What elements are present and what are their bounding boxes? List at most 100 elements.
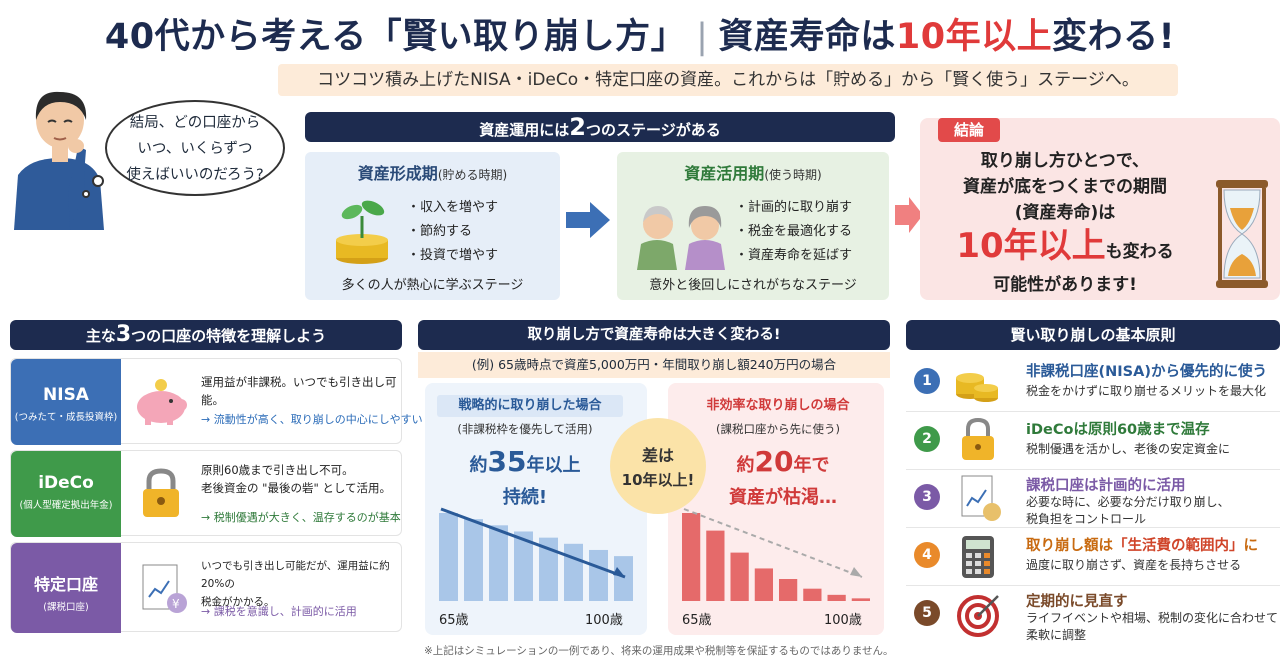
simulation-example: (例) 65歳時点で資産5,000万円・年間取り崩し額240万円の場合 <box>418 352 890 378</box>
strategic-sub: (非課税枠を優先して活用) <box>457 422 593 436</box>
accounts-header-pre: 主な <box>85 327 116 345</box>
account-label: NISA (つみたて・成長投資枠) <box>11 359 121 445</box>
principle-title-pre: 取り崩し額は <box>1026 538 1113 554</box>
senior-couple-illustration <box>637 206 725 270</box>
account-name: 特定口座 <box>33 575 98 594</box>
account-sub: (課税口座) <box>43 602 89 613</box>
principle-item: 4 取り崩し額は「生活費の範囲内」に 過度に取り崩さず、資産を長持ちさせる <box>906 530 1280 586</box>
principle-item: 3 課税口座は計画的に活用 必要な時に、必要な分だけ取り崩し、 税負担をコントロ… <box>906 472 1280 528</box>
inefficient-big-num: 20 <box>754 445 794 478</box>
utilization-footer: 意外と後回しにされがちなステージ <box>649 278 857 293</box>
trend-arrow-head <box>613 567 625 577</box>
list-item: 資産寿命を延ばす <box>735 244 852 268</box>
hourglass-icon <box>1216 180 1268 288</box>
strategic-big-pre: 約 <box>469 455 488 476</box>
chart-bar <box>539 537 558 601</box>
formation-title-sub: (貯める時期) <box>437 168 508 182</box>
principle-title: iDeCoは原則60歳まで温存 <box>1026 422 1210 438</box>
chart-bar <box>682 513 701 601</box>
account-link: → 課税を意識し、計画的に活用 <box>201 605 357 618</box>
principle-desc: 税制優遇を活かし、老後の安定資金に <box>1026 442 1231 456</box>
stages-header-num: 2 <box>569 113 586 141</box>
simulation-header: 取り崩し方で資産寿命は大きく変わる! <box>418 320 890 350</box>
account-desc: 運用益が非課税。いつでも引き出し可能。 <box>201 375 397 407</box>
chart-bar <box>730 552 749 601</box>
account-desc: いつでも引き出し可能だが、運用益に約20%の 税金がかかる。 <box>201 560 390 608</box>
x-axis-end: 100歳 <box>585 613 623 628</box>
subtitle-banner: コツコツ積み上げたNISA・iDeCo・特定口座の資産。これからは「貯める」から… <box>278 64 1178 96</box>
accounts-header: 主な3つの口座の特徴を理解しよう <box>10 320 402 350</box>
formation-footer: 多くの人が熱心に学ぶステージ <box>341 278 524 293</box>
principle-title: 非課税口座(NISA)から優先的に使う <box>1026 364 1267 380</box>
principle-number: 4 <box>914 542 940 568</box>
x-axis-end: 100歳 <box>824 613 862 628</box>
strategic-panel: 戦略的に取り崩した場合 (非課税枠を優先して活用) 約35年以上 持続! 65歳… <box>425 383 647 635</box>
tax-document-icon <box>961 475 1001 521</box>
inefficient-big-post: 年で <box>793 455 830 476</box>
list-item: 計画的に取り崩す <box>735 196 852 220</box>
chart-bar <box>439 513 458 601</box>
formation-stage-card: 資産形成期(貯める時期) 収入を増やす 節約する 投資で増やす 多くの人が熱心に… <box>305 152 560 300</box>
principle-title: 定期的に見直す <box>1026 594 1128 610</box>
principle-number: 5 <box>914 600 940 626</box>
utilization-title-sub: (使う時期) <box>764 168 822 182</box>
utilization-stage-card: 資産活用期(使う時期) 計画的に取り崩す 税金を最適化する 資産寿命を延ばす 意… <box>617 152 889 300</box>
chart-bar <box>827 594 846 601</box>
trend-arrow-head <box>850 567 862 577</box>
account-card-ideco: iDeCo (個人型確定拠出年金) 原則60歳まで引き出し不可。 老後資金の "… <box>10 450 402 537</box>
list-item: 投資で増やす <box>407 244 498 268</box>
inefficient-big-pre: 約 <box>736 455 755 476</box>
account-link: → 税制優遇が大きく、温存するのが基本 <box>201 511 401 524</box>
list-item: 節約する <box>407 220 498 244</box>
list-item: 税金を最適化する <box>735 220 852 244</box>
principles-header: 賢い取り崩しの基本原則 <box>906 320 1280 350</box>
chart-bar <box>614 556 633 601</box>
accounts-header-num: 3 <box>115 322 132 347</box>
principle-desc: 税金をかけずに取り崩せるメリットを最大化 <box>1026 384 1267 398</box>
difference-line2: 10年以上! <box>621 471 695 489</box>
formation-title: 資産形成期(貯める時期) <box>305 160 560 184</box>
stages-header-pre: 資産運用には <box>479 121 570 139</box>
chart-bar <box>464 519 483 601</box>
principle-desc: 過度に取り崩さず、資産を長持ちさせる <box>1026 558 1242 572</box>
account-name: iDeCo <box>38 473 94 493</box>
utilization-title: 資産活用期(使う時期) <box>617 160 889 184</box>
account-sub: (個人型確定拠出年金) <box>19 500 113 511</box>
sprout-coins-icon <box>336 200 388 264</box>
chart-bar <box>589 549 608 601</box>
chart-bar <box>564 543 583 601</box>
inefficient-line2: 資産が枯渇… <box>729 487 837 508</box>
page-title: 40代から考える「賢い取り崩し方」 | 資産寿命は10年以上変わる! <box>0 8 1280 59</box>
thought-bubble: 結局、どの口座から いつ、いくらずつ 使えばいいのだろう? <box>105 100 285 196</box>
title-separator: | <box>696 17 709 57</box>
formation-list: 収入を増やす 節約する 投資で増やす <box>407 196 498 268</box>
conclusion-big-row: 10年以上も変わる <box>920 226 1210 272</box>
bubble-dot <box>92 175 104 187</box>
inefficient-chart <box>682 508 870 601</box>
trend-arrow-line <box>440 507 626 579</box>
strategic-big-num: 35 <box>487 445 527 478</box>
trend-arrow-line <box>683 508 863 578</box>
chart-bar <box>754 568 773 601</box>
strategic-big: 約35年以上 <box>425 445 625 478</box>
account-card-nisa: NISA (つみたて・成長投資枠) 運用益が非課税。いつでも引き出し可能。 → … <box>10 358 423 445</box>
chart-bar <box>706 530 725 601</box>
account-label: 特定口座 (課税口座) <box>11 543 121 633</box>
strategic-big-post: 年以上 <box>526 455 581 476</box>
svg-text:¥: ¥ <box>172 597 180 611</box>
thinking-man-illustration <box>14 91 104 230</box>
account-link: → 流動性が高く、取り崩しの中心にしやすい <box>201 413 423 426</box>
conclusion-text: 取り崩し方ひとつで、 資産が底をつくまでの期間 (資産寿命)は 10年以上も変わ… <box>920 148 1210 298</box>
conclusion-line1: 取り崩し方ひとつで、 <box>980 151 1150 171</box>
principle-title-highlight: 「生活費の範囲内」 <box>1113 538 1244 554</box>
principle-item: 2 iDeCoは原則60歳まで温存 税制優遇を活かし、老後の安定資金に <box>906 414 1280 470</box>
principle-desc: 必要な時に、必要な分だけ取り崩し、 税負担をコントロール <box>1026 495 1230 526</box>
strategic-chart <box>439 507 633 601</box>
conclusion-after-big: も変わる <box>1105 242 1174 262</box>
list-item: 収入を増やす <box>407 196 498 220</box>
principles-list: 1 非課税口座(NISA)から優先的に使う 税金をかけずに取り崩せるメリットを最… <box>906 356 1280 646</box>
principle-number: 2 <box>914 426 940 452</box>
title-post: 変わる! <box>1052 17 1176 57</box>
inefficient-title: 非効率な取り崩しの場合 <box>706 398 850 413</box>
utilization-list: 計画的に取り崩す 税金を最適化する 資産寿命を延ばす <box>735 196 852 268</box>
